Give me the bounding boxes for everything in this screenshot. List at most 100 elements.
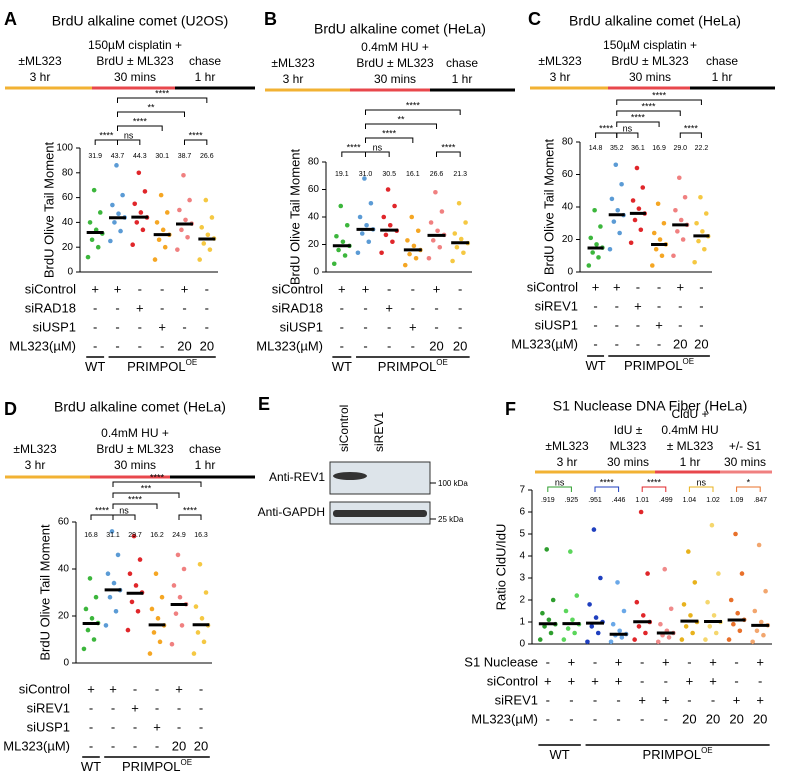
condition-label: ML323(µM): [511, 336, 578, 351]
data-point: [93, 594, 99, 600]
data-point: [636, 624, 642, 629]
condition-mark: +: [136, 300, 144, 315]
panel-letter: A: [4, 9, 17, 29]
timeline-text: 30 mins: [607, 455, 649, 469]
genotype-label: PRIMPOLOE: [643, 746, 713, 762]
data-point: [140, 227, 146, 233]
data-point: [590, 250, 595, 255]
data-point: [675, 229, 680, 234]
condition-mark: -: [434, 319, 438, 334]
condition-mark: 20: [694, 336, 708, 351]
condition-mark: -: [363, 300, 367, 315]
panel-letter: E: [258, 394, 270, 414]
condition-mark: 20: [682, 711, 696, 726]
median-label: 26.6: [200, 153, 214, 160]
median-label: 16.3: [194, 532, 208, 539]
data-point: [615, 580, 620, 585]
condition-mark: -: [593, 317, 597, 332]
condition-mark: +: [686, 673, 694, 688]
data-point: [640, 185, 646, 190]
condition-mark: -: [138, 281, 142, 296]
median-label: 24.9: [172, 532, 186, 539]
significance-label: ****: [133, 116, 148, 126]
data-point: [428, 220, 434, 225]
data-point: [83, 606, 89, 612]
data-point: [197, 562, 203, 567]
significance-bracket: [117, 111, 185, 117]
data-point: [588, 235, 594, 241]
condition-mark: +: [568, 673, 576, 688]
data-point: [593, 615, 599, 620]
chart-title: BrdU alkaline comet (HeLa): [54, 399, 226, 415]
y-tick-label: 4: [519, 551, 525, 562]
condition-mark: -: [636, 317, 640, 332]
data-point: [127, 571, 133, 576]
timeline-text: 30 mins: [629, 70, 671, 84]
condition-mark: -: [155, 700, 159, 715]
condition-mark: +: [158, 319, 166, 334]
condition-mark: -: [458, 300, 462, 315]
median-label: 16.2: [150, 532, 164, 539]
condition-mark: -: [569, 692, 573, 707]
condition-mark: -: [363, 338, 367, 353]
data-point: [129, 599, 135, 605]
data-point: [653, 246, 659, 252]
condition-mark: -: [363, 319, 367, 334]
data-point: [645, 571, 650, 576]
data-point: [634, 165, 640, 171]
y-tick-label: 7: [519, 485, 525, 496]
significance-label: ****: [155, 88, 170, 98]
data-point: [752, 608, 758, 614]
data-point: [402, 262, 408, 268]
significance-label: ****: [128, 494, 143, 504]
condition-mark: -: [593, 711, 597, 726]
data-point: [87, 220, 93, 225]
data-point: [680, 237, 686, 242]
genotype-superscript: OE: [683, 357, 695, 366]
condition-mark: -: [387, 338, 391, 353]
genotype-label: WT: [549, 747, 569, 762]
blot-band: [333, 510, 427, 517]
data-point: [621, 608, 627, 614]
condition-mark: 20: [177, 338, 191, 353]
y-axis-label: BrdU Olive Tail Moment: [41, 141, 56, 278]
y-tick-label: 20: [62, 242, 74, 253]
data-point: [379, 250, 384, 256]
data-point: [336, 247, 341, 253]
condition-mark: +: [634, 298, 642, 313]
condition-mark: +: [385, 300, 393, 315]
data-point: [179, 227, 184, 233]
data-point: [758, 619, 764, 625]
data-point: [103, 623, 109, 628]
significance-bracket: [178, 514, 202, 520]
data-point: [733, 531, 738, 537]
condition-mark: -: [387, 281, 391, 296]
data-point: [411, 243, 417, 249]
y-tick-label: 2: [519, 595, 525, 606]
condition-mark: -: [593, 654, 597, 669]
panel-letter: F: [505, 399, 516, 419]
significance-bracket: [365, 109, 461, 115]
data-point: [561, 637, 567, 642]
data-point: [661, 220, 667, 226]
timeline-text: ±ML323: [18, 54, 62, 68]
data-point: [713, 630, 719, 636]
condition-mark: +: [676, 279, 684, 294]
data-point: [690, 630, 695, 636]
data-point: [149, 606, 155, 612]
condition-mark: -: [411, 281, 415, 296]
timeline-text: 3 hr: [30, 70, 51, 84]
condition-mark: -: [133, 719, 137, 734]
condition-mark: -: [678, 298, 682, 313]
timeline-text: chase: [446, 56, 478, 70]
timeline-text: 30 mins: [114, 458, 156, 472]
condition-mark: -: [205, 300, 209, 315]
median-label: 29.7: [128, 532, 142, 539]
significance-bracket: [94, 139, 118, 145]
data-point: [550, 597, 556, 603]
timeline-text: +/- S1: [729, 439, 762, 453]
data-point: [711, 613, 717, 618]
data-point: [540, 610, 545, 616]
data-point: [586, 263, 592, 268]
condition-mark: +: [662, 654, 670, 669]
